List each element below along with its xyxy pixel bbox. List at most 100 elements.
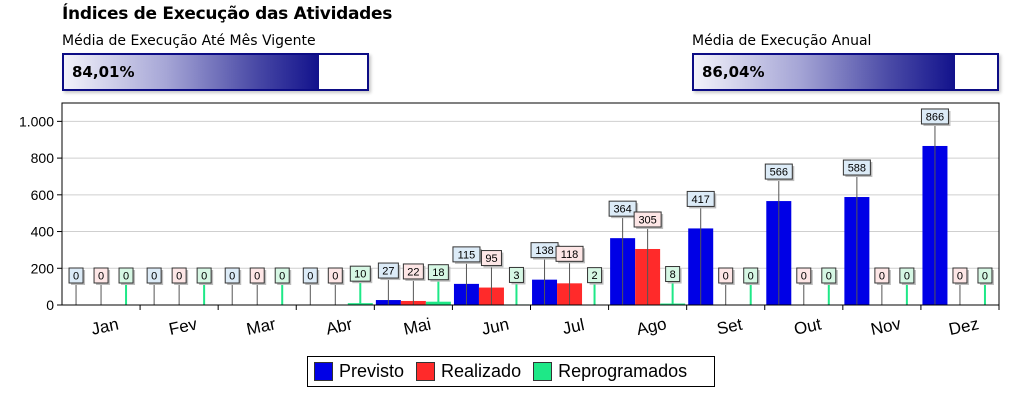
data-label: 0 — [874, 267, 891, 285]
legend-label-reprogramados: Reprogramados — [558, 361, 688, 381]
data-label: 2 — [587, 267, 604, 285]
data-label-box — [349, 265, 371, 282]
data-label: 305 — [633, 211, 664, 229]
data-label-box — [587, 267, 603, 284]
data-label-text: 566 — [770, 167, 788, 179]
y-tick-label: 200 — [31, 260, 55, 276]
y-tick-label: 600 — [31, 187, 55, 203]
data-label-box — [224, 267, 240, 284]
data-label-box — [452, 246, 481, 263]
data-label: 866 — [920, 108, 951, 126]
legend-label-previsto: Previsto — [339, 361, 405, 381]
data-label: 566 — [764, 163, 795, 182]
x-tick-label: Jun — [480, 314, 511, 338]
data-label-text: 0 — [176, 271, 182, 283]
data-label-box — [146, 267, 162, 284]
x-tick-label: Jan — [90, 314, 121, 338]
data-label-box — [274, 267, 290, 284]
chart-legend: Previsto Realizado Reprogramados — [307, 356, 715, 387]
gauge-annual: 86,04% — [692, 53, 999, 91]
data-label-box — [796, 267, 812, 284]
data-label: 8 — [665, 266, 682, 284]
data-label-text: 0 — [279, 271, 285, 283]
data-label: 0 — [224, 267, 242, 285]
data-label-box — [686, 190, 715, 207]
data-label-box — [402, 263, 424, 280]
data-label: 0 — [796, 267, 813, 285]
data-label-box — [743, 267, 759, 284]
data-label-text: 0 — [826, 271, 832, 283]
x-tick-label: Mar — [245, 314, 278, 339]
data-label-text: 0 — [982, 271, 988, 283]
legend-label-realizado: Realizado — [441, 361, 522, 381]
data-label-box — [249, 267, 265, 284]
data-label-text: 0 — [904, 271, 910, 283]
data-label: 95 — [480, 250, 504, 268]
data-label-box — [93, 267, 109, 284]
legend-swatch-reprogramados — [533, 362, 553, 381]
data-label: 0 — [821, 267, 838, 285]
data-label-text: 118 — [561, 249, 579, 261]
data-label-text: 588 — [848, 163, 866, 175]
data-label: 0 — [196, 267, 214, 285]
data-label-text: 0 — [151, 271, 157, 283]
data-label-box — [977, 267, 993, 284]
legend-item-reprogramados: Reprogramados — [533, 361, 687, 382]
data-label-box — [842, 159, 871, 176]
data-label-text: 866 — [926, 111, 944, 123]
gauge-month: 84,01% — [62, 53, 369, 91]
x-tick-label: Set — [715, 315, 744, 339]
data-label: 0 — [327, 267, 345, 285]
data-label-text: 0 — [254, 271, 260, 283]
data-label: 0 — [118, 267, 136, 285]
data-label-text: 0 — [957, 271, 963, 283]
data-label-text: 0 — [723, 271, 729, 283]
data-label: 115 — [452, 246, 482, 264]
x-tick-label: Abr — [324, 315, 354, 339]
data-label-box — [196, 267, 212, 284]
data-label: 10 — [349, 265, 373, 284]
data-label: 18 — [427, 264, 451, 282]
data-label-text: 95 — [485, 253, 497, 265]
data-label-text: 138 — [535, 245, 553, 257]
data-label: 0 — [977, 267, 994, 285]
data-label-text: 10 — [354, 269, 366, 281]
y-tick-label: 800 — [31, 150, 55, 166]
data-label-text: 417 — [692, 194, 710, 206]
data-label: 588 — [842, 159, 873, 178]
data-label: 0 — [952, 267, 969, 285]
data-label-text: 0 — [307, 271, 313, 283]
data-label-box — [68, 267, 84, 284]
data-label-text: 0 — [98, 271, 104, 283]
data-label-box — [952, 267, 968, 284]
data-label: 0 — [93, 267, 111, 285]
data-label: 0 — [718, 267, 735, 285]
x-tick-label: Dez — [947, 314, 981, 339]
data-label-box — [118, 267, 134, 284]
data-label-text: 364 — [613, 204, 631, 216]
x-tick-label: Ago — [635, 314, 669, 339]
data-label-box — [718, 267, 734, 284]
data-label-text: 0 — [73, 271, 79, 283]
data-label-box — [327, 267, 343, 284]
data-label-box — [302, 267, 318, 284]
data-label-text: 0 — [748, 271, 754, 283]
data-label-text: 3 — [513, 270, 519, 282]
x-tick-label: Jul — [561, 315, 586, 338]
legend-swatch-realizado — [416, 362, 436, 381]
data-label-text: 8 — [670, 269, 676, 281]
data-label-box — [821, 267, 837, 284]
data-label: 0 — [171, 267, 189, 285]
gauge-annual-label: Média de Execução Anual — [692, 33, 872, 49]
gauge-annual-value: 86,04% — [702, 63, 765, 81]
data-label-text: 2 — [591, 270, 597, 282]
data-label: 138 — [530, 242, 561, 260]
data-label-text: 305 — [638, 214, 656, 226]
data-label: 0 — [249, 267, 267, 285]
data-label: 3 — [508, 266, 526, 285]
page-title: Índices de Execução das Atividades — [62, 4, 393, 24]
data-label-text: 18 — [432, 267, 444, 279]
data-label-box — [480, 250, 502, 267]
gauge-month-fill — [64, 55, 319, 89]
